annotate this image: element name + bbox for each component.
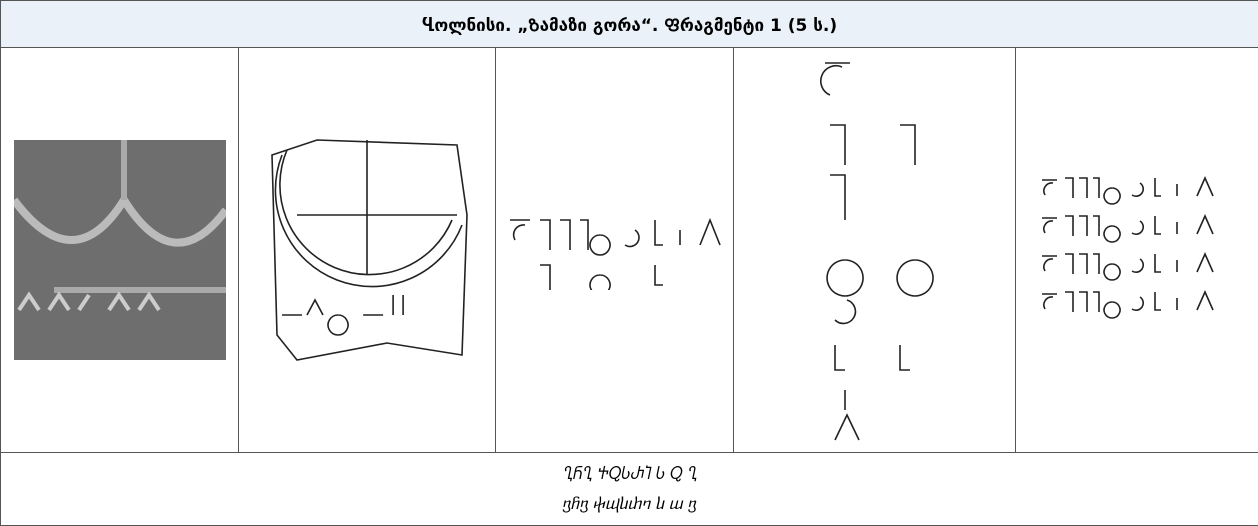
nuskhuri-reading: ⴂⴌⴂ ⴕⴓⴑⴐⴈ ⴑ ⴍ ⴂ: [1, 489, 1258, 519]
drawing-cell: [239, 48, 496, 453]
vertical-transcription-cell: [734, 48, 1016, 453]
repeated-transcription-cell: [1016, 48, 1258, 453]
drawing: [257, 125, 477, 375]
table-title: Ⴁოლნისი. „Ზამაზი გორა“. Ფრაგმენტი 1 (5 ს…: [1, 1, 1258, 48]
photo: [14, 140, 226, 360]
repeated-drawing: [1037, 170, 1237, 330]
vertical-drawing: [815, 55, 935, 445]
photo-cell: [1, 48, 239, 453]
reading-cell: ႢႬႢ ႵႭႱႰႨ Ⴑ Ⴍ Ⴂ ⴂⴌⴂ ⴕⴓⴑⴐⴈ ⴑ ⴍ ⴂ: [1, 453, 1258, 526]
transcription-drawing: [505, 210, 725, 290]
asomtavruli-reading: ႢႬႢ ႵႭႱႰႨ Ⴑ Ⴍ Ⴂ: [1, 459, 1258, 489]
transcription-cell: [496, 48, 734, 453]
